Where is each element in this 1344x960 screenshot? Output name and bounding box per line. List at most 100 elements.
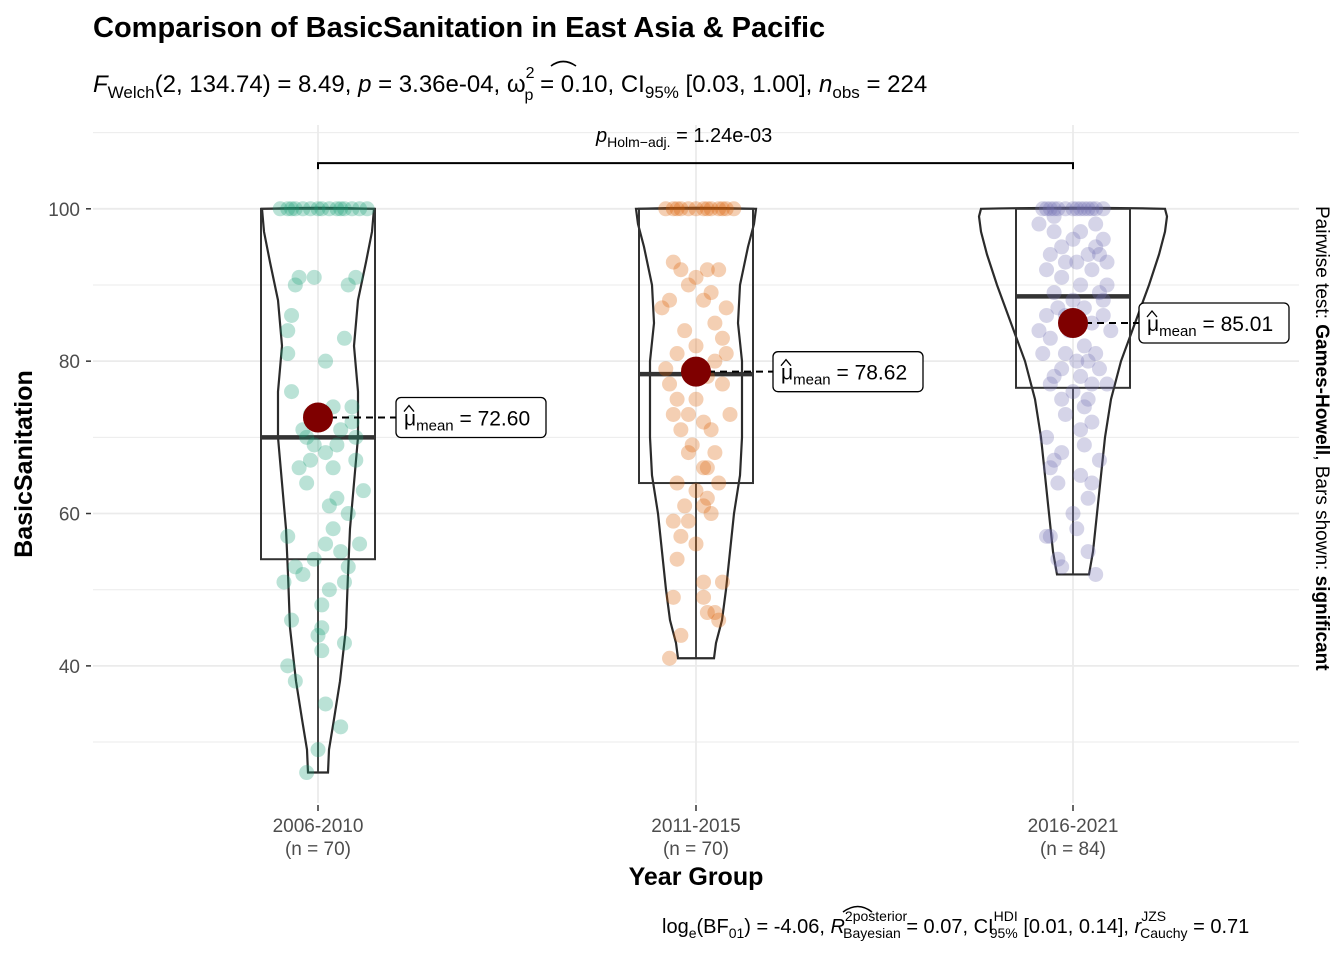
data-point	[677, 323, 693, 339]
y-axis-title: BasicSanitation	[10, 370, 38, 558]
data-point	[1091, 361, 1107, 377]
data-point	[1084, 376, 1100, 392]
data-point	[280, 346, 296, 362]
data-point	[703, 285, 719, 301]
data-point	[699, 460, 715, 476]
subtitle-f-sub: Welch	[108, 83, 155, 102]
data-point	[344, 201, 360, 217]
data-point	[310, 201, 326, 217]
data-point	[703, 506, 719, 522]
data-point	[336, 330, 352, 346]
data-point	[1057, 346, 1073, 362]
data-point	[348, 452, 364, 468]
data-point	[1039, 429, 1055, 445]
data-point	[673, 201, 689, 217]
data-point	[1054, 239, 1070, 255]
data-point	[688, 536, 704, 552]
bayes-bf-sub: 01	[729, 925, 745, 941]
data-point	[1080, 391, 1096, 407]
side-caption: Pairwise test: Games-Howell, Bars shown:…	[1311, 206, 1332, 671]
x-tick-label: 2016-2021	[1028, 816, 1119, 837]
data-point	[1065, 384, 1081, 400]
data-point	[673, 262, 689, 278]
data-point	[684, 437, 700, 453]
data-point	[1042, 376, 1058, 392]
bayes-r-sub: Bayesian	[843, 925, 901, 941]
data-point	[688, 201, 704, 217]
data-point	[1088, 239, 1104, 255]
data-point	[287, 673, 303, 689]
subtitle-omega-val: = 0.10, CI	[533, 71, 644, 98]
mean-mu: μ	[781, 362, 793, 385]
data-point	[665, 513, 681, 529]
data-point	[1076, 399, 1092, 415]
data-point	[1069, 521, 1085, 537]
data-point	[1042, 247, 1058, 263]
mean-label-box-2016-2021	[1138, 302, 1290, 344]
data-point	[329, 437, 345, 453]
data-point	[314, 201, 330, 217]
data-point	[665, 254, 681, 270]
data-point	[1073, 368, 1089, 384]
data-point	[696, 589, 712, 605]
data-point	[1095, 307, 1111, 323]
data-point	[688, 269, 704, 285]
data-point	[707, 605, 723, 621]
data-point	[299, 475, 315, 491]
mean-value: = 78.62	[831, 362, 907, 385]
data-point	[714, 574, 730, 590]
data-point	[344, 399, 360, 415]
data-point	[1099, 376, 1115, 392]
data-point	[1088, 346, 1104, 362]
data-point	[677, 498, 693, 514]
data-point	[1039, 201, 1055, 217]
data-point	[699, 490, 715, 506]
data-point	[1099, 254, 1115, 270]
chart-subtitle: FWelch(2, 134.74) = 8.49, p = 3.36e-04, …	[93, 65, 927, 104]
data-point	[699, 262, 715, 278]
data-point	[665, 589, 681, 605]
bayes-caption: loge(BF01) = -4.06, R2posterior Bayesian …	[662, 908, 1249, 941]
data-point	[1073, 422, 1089, 438]
data-point	[295, 566, 311, 582]
data-point	[333, 719, 349, 735]
data-point	[272, 201, 288, 217]
data-point	[1084, 475, 1100, 491]
mean-label-2016-2021: μmean = 85.01	[1147, 313, 1273, 340]
data-point	[669, 391, 685, 407]
bayes-log-sub: e	[689, 925, 697, 941]
data-point	[1050, 201, 1066, 217]
mean-mu: μ	[1147, 313, 1159, 336]
bayes-ci-sub: 95%	[990, 925, 1018, 941]
data-point	[1031, 216, 1047, 232]
data-point	[333, 201, 349, 217]
data-point	[662, 292, 678, 308]
data-point	[1076, 201, 1092, 217]
data-point	[1031, 323, 1047, 339]
data-point	[1095, 231, 1111, 247]
data-point	[699, 605, 715, 621]
subtitle-ci-val: [0.03, 1.00],	[679, 71, 819, 98]
data-point	[325, 521, 341, 537]
data-point	[1069, 254, 1085, 270]
data-point	[340, 277, 356, 293]
data-point	[703, 422, 719, 438]
data-point	[359, 201, 375, 217]
bracket-line	[317, 162, 1074, 170]
data-point	[1084, 201, 1100, 217]
data-point	[1054, 269, 1070, 285]
data-point	[1039, 528, 1055, 544]
data-point	[318, 353, 334, 369]
bayes-rc-val: = 0.71	[1188, 916, 1250, 938]
grid	[93, 125, 1299, 803]
data-point	[352, 536, 368, 552]
data-point	[696, 414, 712, 430]
data-point	[299, 429, 315, 445]
data-point	[662, 376, 678, 392]
data-point	[321, 201, 337, 217]
bayes-ci-val: [0.01, 0.14],	[1018, 916, 1135, 938]
data-point	[348, 429, 364, 445]
mean-label-2006-2010: μmean = 72.60	[404, 408, 530, 435]
bayes-rc-sub: Cauchy	[1140, 925, 1187, 941]
